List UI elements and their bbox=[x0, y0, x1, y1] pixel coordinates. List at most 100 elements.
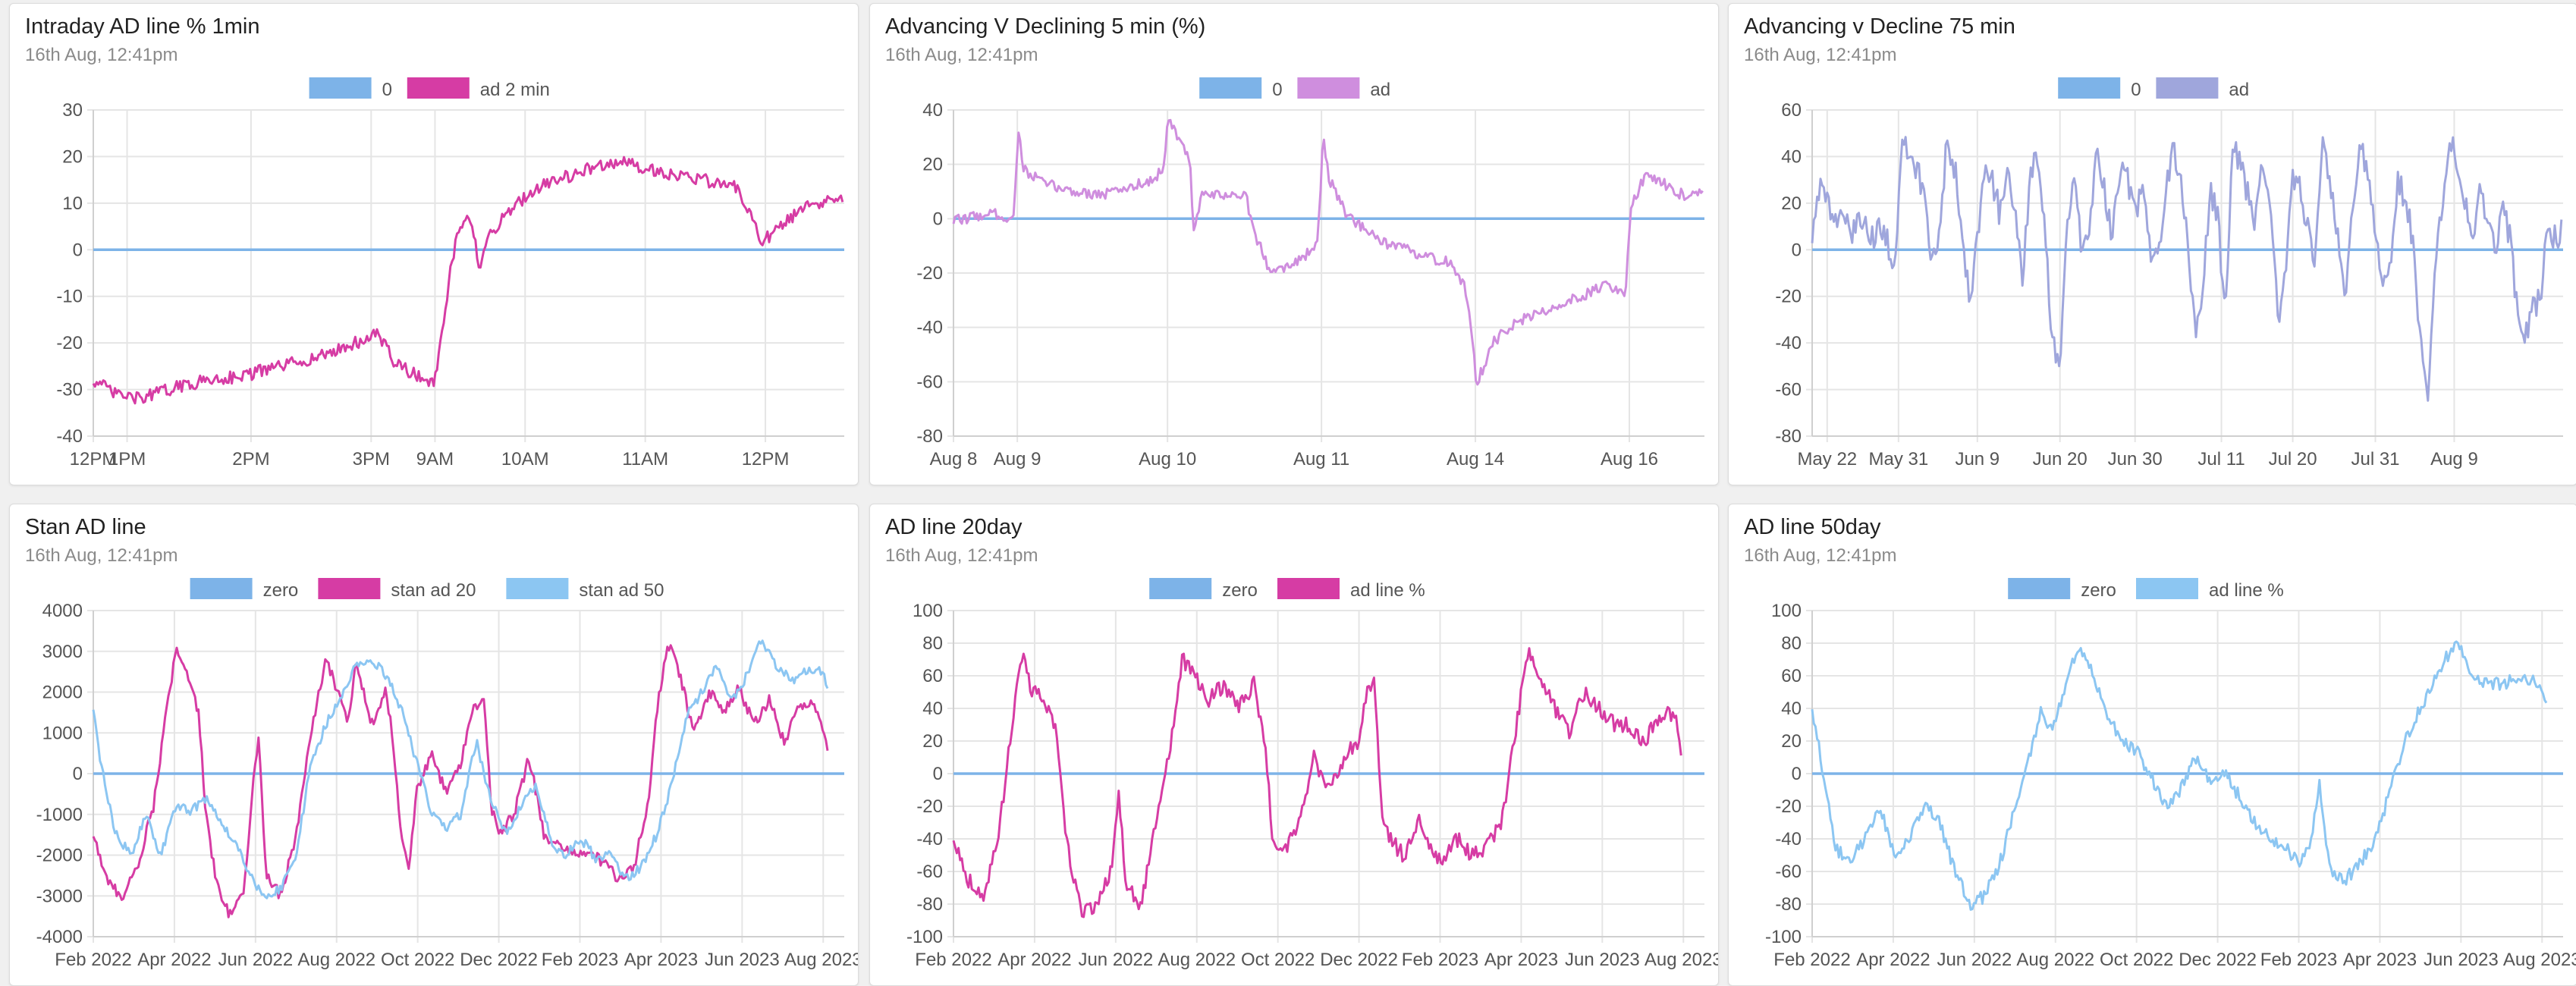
y-tick-label: -20 bbox=[56, 333, 83, 353]
legend-item[interactable]: 0 bbox=[1199, 77, 1283, 100]
legend-label: ad bbox=[1370, 80, 1390, 100]
y-tick-label: 40 bbox=[922, 699, 943, 719]
legend-item[interactable]: 0 bbox=[2058, 77, 2141, 100]
chart-svg: zero ad line % 100 80 60 40 20 0 -20 -40 -60 -80 -10… bbox=[1765, 578, 2576, 970]
legend-swatch bbox=[2008, 578, 2071, 599]
x-tick-label: 2PM bbox=[232, 449, 269, 469]
legend-item[interactable]: stan ad 20 bbox=[318, 578, 476, 601]
chart-subtitle: 16th Aug, 12:41pm bbox=[1744, 45, 1897, 65]
y-tick-label: -2000 bbox=[36, 846, 83, 866]
legend-label: zero bbox=[2081, 580, 2116, 601]
legend-label: stan ad 20 bbox=[391, 580, 476, 601]
series-line-ad bbox=[1811, 136, 2563, 402]
legend-swatch bbox=[1199, 77, 1262, 99]
y-tick-label: -30 bbox=[56, 380, 83, 400]
series-line-ad-line- bbox=[1811, 640, 2548, 911]
y-tick-label: 60 bbox=[922, 666, 943, 686]
x-tick-label: Apr 2023 bbox=[624, 950, 698, 970]
y-tick-label: 30 bbox=[62, 100, 83, 121]
y-tick-label: -1000 bbox=[36, 805, 83, 825]
y-tick-label: -20 bbox=[916, 796, 943, 817]
legend-item[interactable]: ad 2 min bbox=[407, 77, 550, 100]
x-tick-label: Aug 2022 bbox=[297, 950, 375, 970]
legend-swatch bbox=[2156, 77, 2219, 99]
x-tick-label: Apr 2023 bbox=[2343, 950, 2417, 970]
x-tick-label: Dec 2022 bbox=[1320, 950, 1398, 970]
legend-item[interactable]: ad line % bbox=[2136, 578, 2284, 601]
legend-swatch bbox=[190, 578, 253, 599]
gridlines: 100 80 60 40 20 0 -20 -40 -60 -80 -100 Feb 2022 Apr … bbox=[906, 601, 1719, 970]
y-tick-label: 2000 bbox=[42, 683, 83, 703]
y-tick-label: 40 bbox=[922, 100, 943, 121]
legend-item[interactable]: zero bbox=[2008, 578, 2116, 601]
y-tick-label: 40 bbox=[1781, 146, 1802, 167]
chart-svg: zero stan ad 20 stan ad 50 4000 3000 2000 1000… bbox=[36, 578, 858, 970]
y-tick-label: -40 bbox=[916, 318, 943, 338]
x-tick-label: Jul 20 bbox=[2269, 449, 2317, 469]
x-tick-label: Feb 2023 bbox=[542, 950, 618, 970]
legend-item[interactable]: ad bbox=[2156, 77, 2249, 100]
y-tick-label: -100 bbox=[906, 927, 943, 947]
x-tick-label: Aug 9 bbox=[994, 449, 1041, 469]
y-tick-label: -20 bbox=[916, 263, 943, 284]
legend-label: 0 bbox=[2131, 80, 2141, 100]
legend-item[interactable]: zero bbox=[190, 578, 299, 601]
y-tick-label: 80 bbox=[922, 633, 943, 654]
x-tick-label: Jun 2022 bbox=[1937, 950, 2012, 970]
legend-label: 0 bbox=[382, 80, 392, 100]
legend-item[interactable]: zero bbox=[1149, 578, 1258, 601]
series-line-ad-line- bbox=[952, 647, 1682, 918]
y-tick-label: -40 bbox=[916, 829, 943, 849]
chart-title: AD line 50day bbox=[1744, 515, 1881, 539]
chart-card-intraday-ad: Intraday AD line % 1min 16th Aug, 12:41p… bbox=[9, 3, 859, 485]
x-tick-label: Feb 2022 bbox=[55, 950, 131, 970]
legend-item[interactable]: ad line % bbox=[1277, 578, 1425, 601]
x-tick-label: Jun 2022 bbox=[218, 950, 293, 970]
legend-item[interactable]: ad bbox=[1297, 77, 1390, 100]
x-tick-label: Jul 11 bbox=[2197, 449, 2245, 469]
x-tick-label: Aug 2023 bbox=[1645, 950, 1719, 970]
legend-label: ad line % bbox=[1350, 580, 1425, 601]
y-tick-label: 0 bbox=[73, 240, 83, 260]
y-tick-label: 0 bbox=[73, 764, 83, 784]
x-tick-label: Feb 2022 bbox=[915, 950, 991, 970]
legend-item[interactable]: 0 bbox=[309, 77, 392, 100]
series-line-stan-ad-50 bbox=[92, 639, 829, 900]
legend-swatch bbox=[1149, 578, 1212, 599]
legend-label: ad 2 min bbox=[480, 80, 550, 100]
chart-legend: zero ad line % bbox=[2008, 578, 2284, 601]
y-tick-label: -4000 bbox=[36, 927, 83, 947]
legend-label: zero bbox=[263, 580, 299, 601]
x-tick-label: 9AM bbox=[416, 449, 454, 469]
y-tick-label: -80 bbox=[1775, 426, 1802, 447]
legend-item[interactable]: stan ad 50 bbox=[506, 578, 664, 601]
x-tick-label: Apr 2022 bbox=[137, 950, 211, 970]
x-tick-label: Aug 2022 bbox=[1158, 950, 1236, 970]
chart-legend: 0 ad 2 min bbox=[309, 77, 550, 100]
y-tick-label: -40 bbox=[1775, 333, 1802, 353]
y-tick-label: 20 bbox=[62, 146, 83, 167]
x-tick-label: Aug 10 bbox=[1139, 449, 1196, 469]
x-tick-label: 10AM bbox=[501, 449, 549, 469]
x-tick-label: Aug 16 bbox=[1601, 449, 1658, 469]
y-tick-label: 0 bbox=[933, 209, 943, 229]
legend-swatch bbox=[1277, 578, 1340, 599]
y-tick-label: -20 bbox=[1775, 287, 1802, 307]
y-tick-label: -40 bbox=[1775, 829, 1802, 849]
x-tick-label: May 31 bbox=[1868, 449, 1928, 469]
x-tick-label: Aug 9 bbox=[2430, 449, 2478, 469]
y-tick-label: -20 bbox=[1775, 796, 1802, 817]
x-tick-label: Jun 9 bbox=[1955, 449, 2000, 469]
x-tick-label: Jun 20 bbox=[2033, 449, 2088, 469]
x-tick-label: May 22 bbox=[1797, 449, 1857, 469]
chart-legend: 0 ad bbox=[2058, 77, 2249, 100]
y-tick-label: 0 bbox=[933, 764, 943, 784]
chart-title: Stan AD line bbox=[25, 515, 146, 539]
chart-subtitle: 16th Aug, 12:41pm bbox=[25, 545, 178, 566]
legend-label: zero bbox=[1222, 580, 1258, 601]
chart-legend: 0 ad bbox=[1199, 77, 1390, 100]
